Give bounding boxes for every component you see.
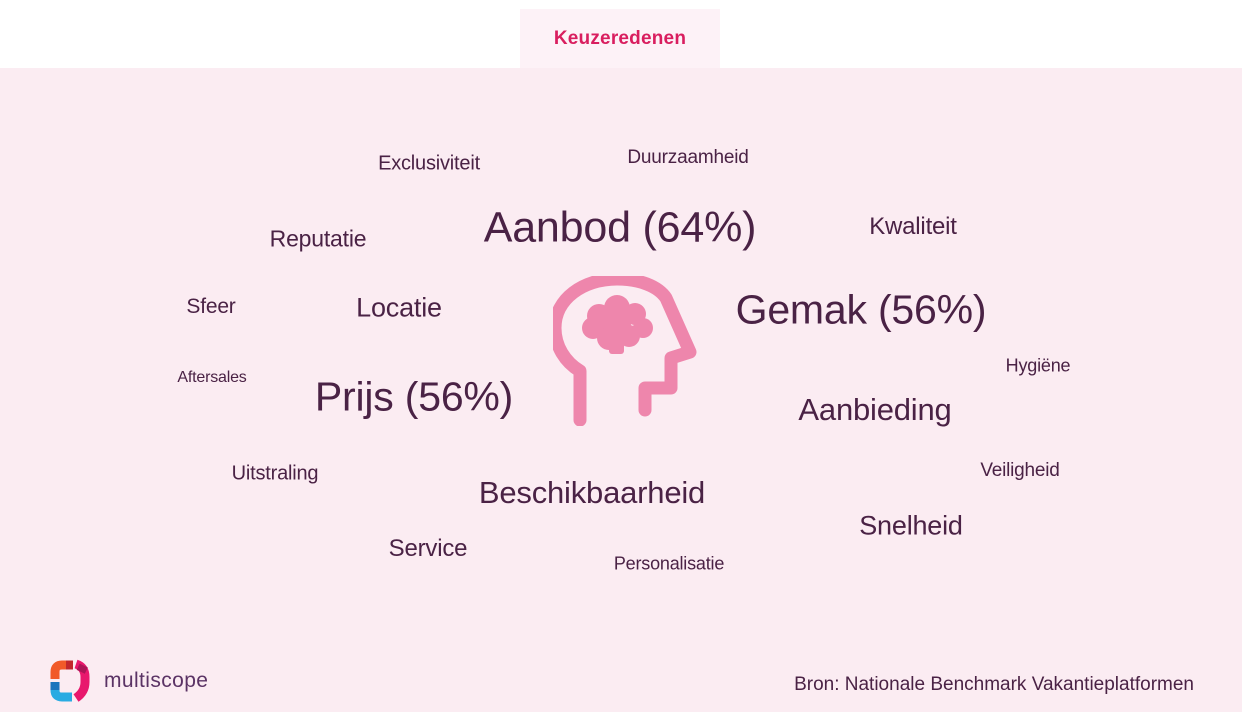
source-caption: Bron: Nationale Benchmark Vakantieplatfo…	[794, 674, 1194, 695]
cloud-word: Aanbieding	[798, 392, 952, 427]
cloud-word: Gemak (56%)	[735, 286, 987, 333]
cloud-word: Duurzaamheid	[627, 147, 749, 168]
cloud-word: Hygiëne	[1005, 355, 1071, 376]
multiscope-logo: multiscope	[48, 658, 208, 703]
cloud-word: Locatie	[356, 292, 442, 323]
page-title: Keuzeredenen	[553, 27, 687, 49]
cloud-word: Aftersales	[177, 369, 247, 386]
cloud-word: Sfeer	[186, 295, 236, 318]
cloud-word: Snelheid	[859, 510, 963, 541]
cloud-word: Veiligheid	[980, 460, 1060, 481]
cloud-word: Prijs (56%)	[314, 373, 514, 420]
cloud-word: Aanbod (64%)	[483, 203, 757, 252]
bottom-strip	[0, 712, 1242, 721]
cloud-word: Beschikbaarheid	[478, 475, 706, 510]
cloud-word: Kwaliteit	[869, 213, 957, 240]
cloud-word: Reputatie	[269, 225, 367, 252]
tab-keuzeredenen[interactable]: Keuzeredenen	[520, 9, 720, 68]
cloud-word: Personalisatie	[613, 553, 725, 574]
brain-glyph	[582, 295, 653, 354]
cloud-word: Exclusiviteit	[378, 152, 480, 175]
cloud-word: Uitstraling	[231, 462, 319, 485]
multiscope-logo-icon	[50, 659, 90, 702]
multiscope-wordmark: multiscope	[104, 668, 209, 692]
head-brain-icon	[553, 276, 697, 426]
cloud-word: Service	[388, 535, 468, 562]
